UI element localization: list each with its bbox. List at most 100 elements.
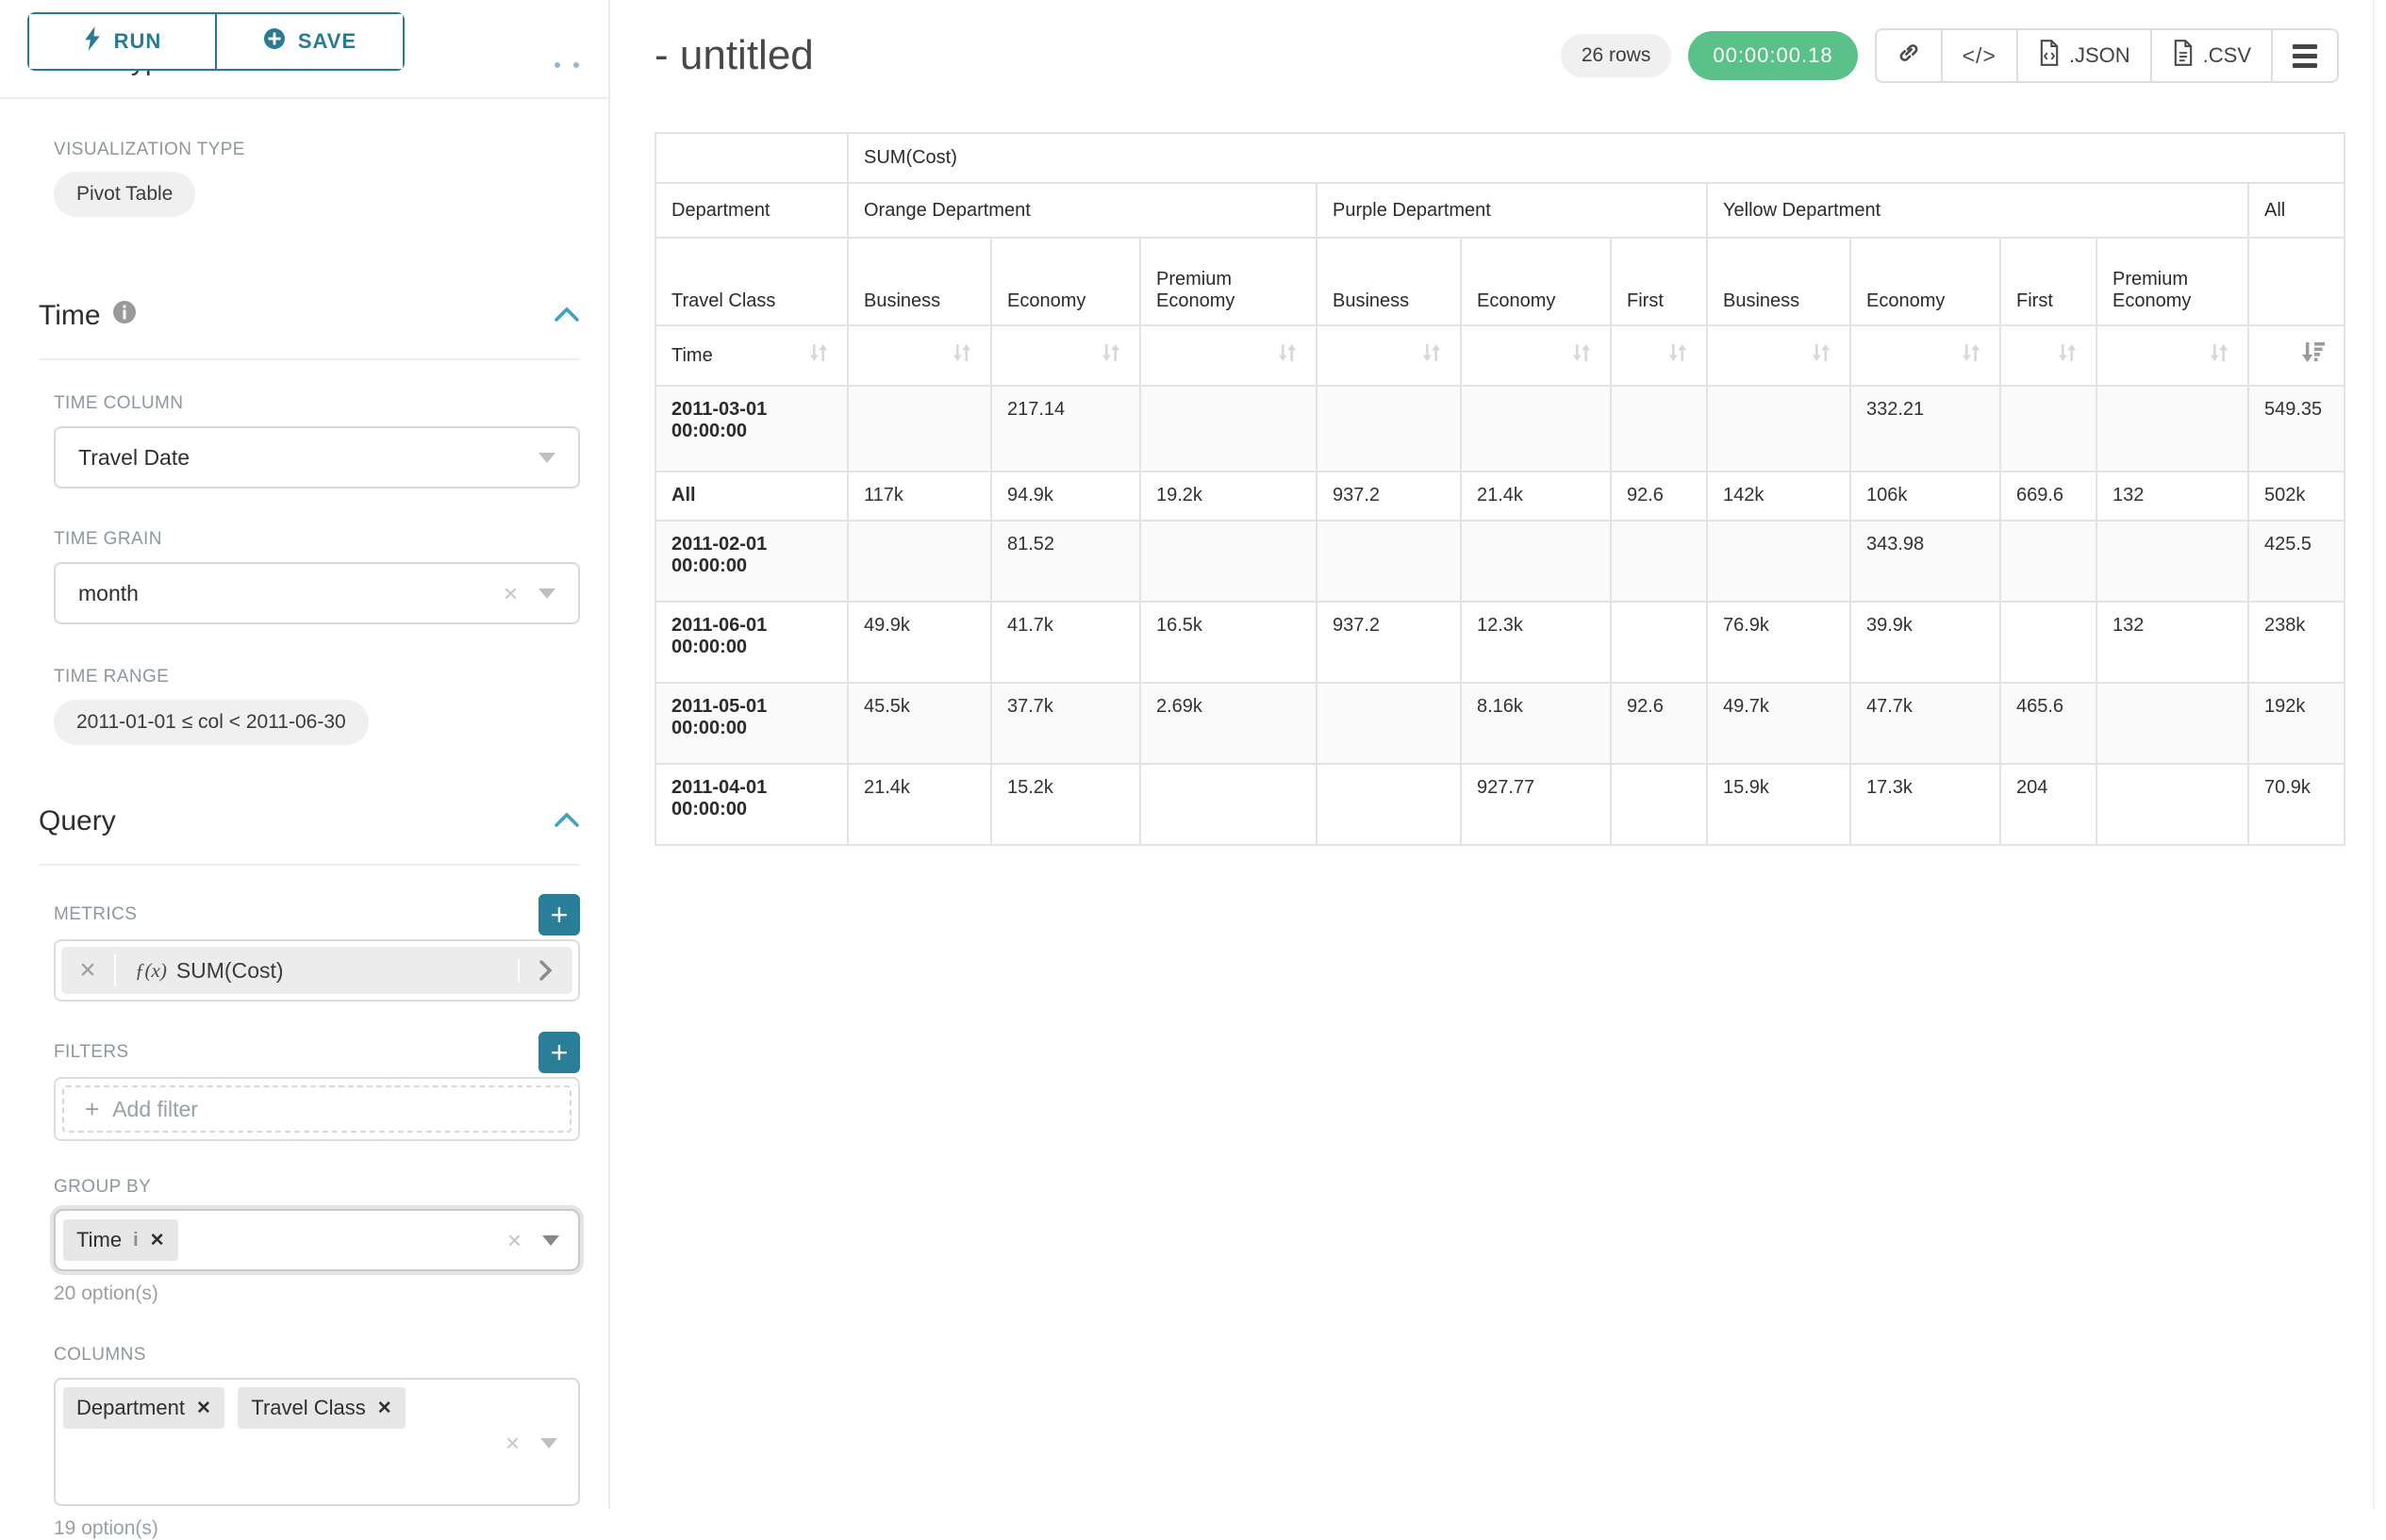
- sort-header[interactable]: [1316, 324, 1462, 387]
- pivot-cell: [1610, 520, 1708, 603]
- time-range-value[interactable]: 2011-01-01 ≤ col < 2011-06-30: [54, 700, 369, 745]
- time-column-select[interactable]: Travel Date: [54, 426, 580, 488]
- sort-icon[interactable]: [1098, 339, 1124, 372]
- pivot-cell: [847, 520, 992, 603]
- lightning-bolt-icon: [83, 26, 102, 57]
- chevron-up-icon[interactable]: [554, 300, 580, 332]
- sort-header[interactable]: [1610, 324, 1708, 387]
- pivot-cell: 41.7k: [990, 601, 1141, 684]
- remove-metric-x-icon[interactable]: ×: [61, 954, 116, 986]
- chevron-up-icon[interactable]: [554, 805, 580, 837]
- pivot-cell: 45.5k: [847, 682, 992, 765]
- columns-tag-travel-class[interactable]: Travel Class ✕: [238, 1387, 406, 1429]
- time-grain-select[interactable]: month ×: [54, 562, 580, 624]
- caret-down-icon: [539, 588, 555, 599]
- remove-tag-x-icon[interactable]: ✕: [195, 1398, 211, 1418]
- travel-class-corner-label: Travel Class: [654, 237, 849, 326]
- sort-header[interactable]: [1460, 324, 1612, 387]
- pivot-cell: 49.9k: [847, 601, 992, 684]
- columns-tag-department[interactable]: Department ✕: [63, 1387, 224, 1429]
- share-link-button[interactable]: [1877, 30, 1941, 81]
- pivot-cell: [2096, 682, 2249, 765]
- sort-icon[interactable]: [2054, 339, 2080, 372]
- sort-header[interactable]: [1706, 324, 1851, 387]
- group-by-label: GROUP BY: [54, 1177, 152, 1197]
- visualization-type-value[interactable]: Pivot Table: [54, 172, 196, 217]
- group-by-select[interactable]: Time i ✕ ×: [54, 1209, 580, 1271]
- link-chain-icon: [1897, 41, 1921, 71]
- pivot-cell: [2096, 520, 2249, 603]
- col-header: [2247, 237, 2345, 326]
- info-icon: i: [133, 1229, 139, 1250]
- col-header: Economy: [1460, 237, 1612, 326]
- sort-icon[interactable]: [1274, 339, 1301, 372]
- table-row: 2011-05-01 00:00:00 45.5k 37.7k 2.69k 8.16k 9…: [654, 682, 2345, 765]
- sort-icon[interactable]: [1958, 339, 1984, 372]
- pivot-cell: 19.2k: [1139, 471, 1317, 522]
- pivot-cell: 70.9k: [2247, 763, 2345, 846]
- tag-label: Time: [76, 1228, 123, 1251]
- save-button[interactable]: SAVE: [215, 14, 403, 69]
- time-range-label: TIME RANGE: [54, 667, 170, 687]
- chart-panel: - untitled 26 rows 00:00:00.18 </>: [610, 0, 2386, 1509]
- filters-control: + Add filter: [54, 1077, 580, 1141]
- filters-label: FILTERS: [54, 1042, 129, 1062]
- remove-tag-x-icon[interactable]: ✕: [376, 1398, 392, 1418]
- clear-x-icon[interactable]: ×: [506, 1225, 522, 1254]
- sort-icon[interactable]: [1418, 339, 1445, 372]
- clear-x-icon[interactable]: ×: [503, 578, 518, 607]
- sort-icon[interactable]: [2206, 339, 2232, 372]
- pivot-cell: [1706, 520, 1851, 603]
- sort-header[interactable]: [990, 324, 1141, 387]
- clear-x-icon[interactable]: ×: [505, 1429, 520, 1457]
- add-filter-plus-button[interactable]: +: [539, 1032, 580, 1073]
- table-row: 2011-03-01 00:00:00 217.14 332.21 549.35: [654, 385, 2345, 472]
- run-save-button-group: RUN SAVE: [27, 12, 405, 71]
- add-metric-button[interactable]: +: [539, 894, 580, 936]
- pivot-cell: [2096, 763, 2249, 846]
- sort-descending-icon[interactable]: [2300, 339, 2328, 373]
- time-sort-header[interactable]: Time: [654, 324, 849, 387]
- pivot-cell: 15.2k: [990, 763, 1141, 846]
- time-column-value: Travel Date: [78, 444, 191, 470]
- remove-tag-x-icon[interactable]: ✕: [149, 1230, 165, 1250]
- department-corner-label: Department: [654, 182, 849, 239]
- sort-header[interactable]: [847, 324, 992, 387]
- caret-down-icon: [539, 452, 555, 463]
- page-scrollbar[interactable]: [2373, 0, 2375, 1509]
- sort-icon[interactable]: [1568, 339, 1595, 372]
- metrics-label: METRICS: [54, 904, 138, 924]
- sort-icon[interactable]: [1808, 339, 1834, 372]
- chart-title[interactable]: - untitled: [654, 32, 814, 78]
- metric-chip[interactable]: × ƒ(x) SUM(Cost): [61, 947, 572, 994]
- sort-header[interactable]: [2096, 324, 2249, 387]
- columns-select[interactable]: Department ✕ Travel Class ✕ ×: [54, 1378, 580, 1506]
- chart-header: - untitled 26 rows 00:00:00.18 </>: [610, 0, 2386, 83]
- sort-header[interactable]: [1849, 324, 2001, 387]
- export-csv-button[interactable]: .CSV: [2149, 30, 2271, 81]
- sort-icon[interactable]: [1665, 339, 1691, 372]
- menu-button[interactable]: [2271, 30, 2337, 81]
- sort-header[interactable]: [1139, 324, 1317, 387]
- chevron-right-icon[interactable]: [518, 959, 572, 982]
- time-column-label: TIME COLUMN: [54, 393, 184, 413]
- sort-header[interactable]: [1999, 324, 2097, 387]
- run-button[interactable]: RUN: [29, 14, 215, 69]
- pivot-cell: 117k: [847, 471, 992, 522]
- row-header: 2011-03-01 00:00:00: [654, 385, 849, 472]
- corner-cell: [654, 132, 849, 184]
- col-group-header: All: [2247, 182, 2345, 239]
- tag-label: Department: [76, 1396, 185, 1419]
- sort-header-active[interactable]: [2247, 324, 2345, 387]
- row-header: 2011-06-01 00:00:00: [654, 601, 849, 684]
- sort-icon[interactable]: [805, 339, 832, 372]
- export-json-button[interactable]: .JSON: [2015, 30, 2150, 81]
- pivot-cell: 238k: [2247, 601, 2345, 684]
- sort-icon[interactable]: [949, 339, 975, 372]
- pivot-cell: [1316, 385, 1462, 472]
- embed-code-button[interactable]: </>: [1940, 30, 2016, 81]
- group-by-tag-time[interactable]: Time i ✕: [63, 1219, 178, 1261]
- add-filter-dropzone[interactable]: + Add filter: [62, 1085, 572, 1133]
- pivot-cell: 2.69k: [1139, 682, 1317, 765]
- visualization-type-label: VISUALIZATION TYPE: [54, 140, 245, 159]
